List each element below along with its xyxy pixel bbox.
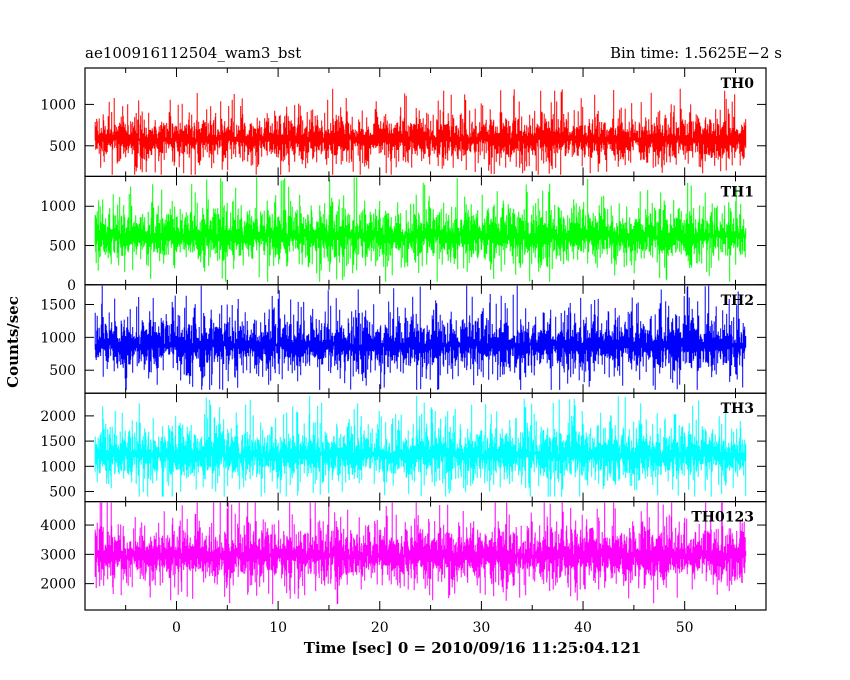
y-tick-label-th3: 1500	[40, 434, 76, 450]
y-tick-label-th0123: 3000	[40, 547, 76, 563]
chart-title: ae100916112504_wam3_bst	[85, 44, 302, 62]
x-tick-label: 30	[472, 620, 490, 636]
series-th0	[94, 88, 747, 175]
x-tick-label: 50	[676, 620, 694, 636]
x-axis-label: Time [sec] 0 = 2010/09/16 11:25:04.121	[303, 639, 642, 657]
y-tick-label-th3: 2000	[40, 409, 76, 425]
y-tick-label-th2: 500	[49, 363, 76, 379]
x-tick-label: 0	[172, 620, 181, 636]
series-th3	[94, 395, 747, 497]
y-tick-label-th1: 1000	[40, 199, 76, 215]
x-tick-label: 20	[371, 620, 389, 636]
bin-time-label: Bin time: 1.5625E−2 s	[609, 44, 782, 62]
y-tick-label-th1: 500	[49, 239, 76, 255]
y-tick-label-th2: 1500	[40, 298, 76, 314]
x-tick-label: 10	[269, 620, 287, 636]
y-tick-label-th3: 1000	[40, 459, 76, 475]
y-tick-label-th0: 1000	[40, 97, 76, 113]
y-tick-label-th0123: 2000	[40, 577, 76, 593]
panel-label-th2: TH2	[721, 293, 754, 309]
panel-label-th3: TH3	[721, 401, 754, 417]
series-th2	[94, 285, 747, 390]
y-tick-label-th0123: 4000	[40, 518, 76, 534]
panel-label-th1: TH1	[721, 184, 754, 200]
panel-label-th0123: TH0123	[691, 510, 754, 526]
series-th1	[94, 177, 747, 282]
y-tick-label-th3: 500	[49, 485, 76, 501]
panel-frame-th0123	[84, 501, 767, 611]
panel-label-th0: TH0	[721, 76, 755, 92]
x-tick-label: 40	[574, 620, 592, 636]
y-tick-label-th2: 1000	[40, 330, 76, 346]
series-th0123	[94, 502, 747, 605]
y-axis-label: Counts/sec	[4, 296, 22, 388]
y-tick-label-th1: 0	[67, 278, 76, 294]
y-tick-label-th0: 500	[49, 139, 76, 155]
